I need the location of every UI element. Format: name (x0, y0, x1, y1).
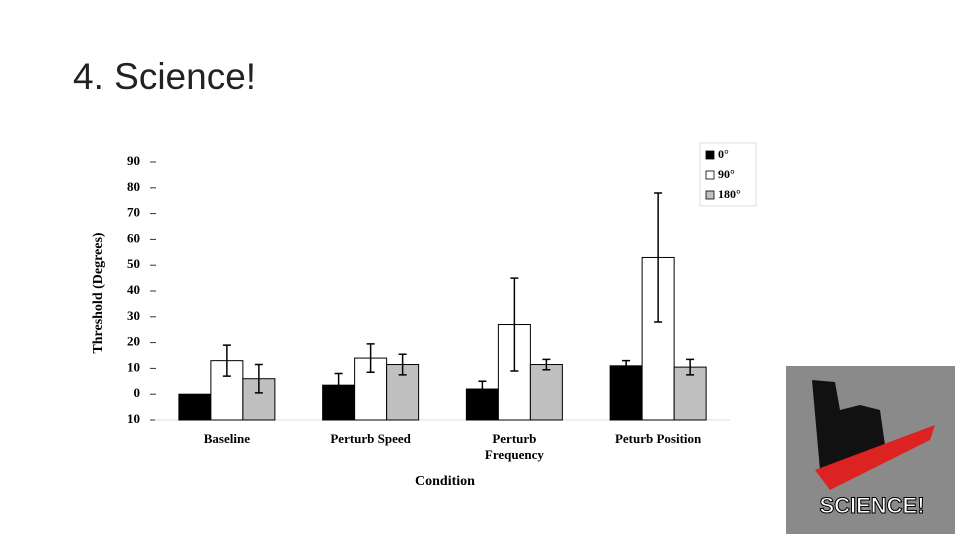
y-tick-label: 30 (127, 308, 140, 323)
logo-guitar (815, 425, 935, 490)
bar (609, 365, 643, 421)
error-bar (366, 343, 375, 374)
y-tick-label: 60 (127, 230, 140, 245)
error-bar (478, 380, 487, 398)
error-bar (542, 358, 551, 371)
slide-title: 4. Science! (73, 56, 257, 97)
bar (529, 364, 563, 421)
bar (210, 360, 244, 421)
bar (178, 393, 212, 421)
legend-label: 180° (718, 187, 741, 201)
y-tick-label: 10 (127, 411, 140, 426)
error-bar (654, 192, 663, 323)
x-tick-label: Peturb Position (615, 431, 702, 446)
y-tick-label: 80 (127, 179, 140, 194)
bar (673, 366, 707, 421)
error-bar (510, 277, 519, 372)
x-tick-label: Perturb Speed (330, 431, 411, 446)
logo-text: SCIENCE! (819, 493, 924, 518)
y-tick-label: 20 (127, 334, 140, 349)
legend-label: 90° (718, 167, 735, 181)
y-tick-label: 40 (127, 282, 140, 297)
y-tick-label: 10 (127, 359, 140, 374)
legend-label: 0° (718, 147, 729, 161)
error-bar (686, 358, 695, 376)
bar (386, 364, 420, 421)
y-tick-label: 0 (134, 385, 141, 400)
x-axis-label: Condition (415, 474, 475, 489)
error-bar (622, 359, 631, 372)
error-bar (222, 344, 231, 377)
x-tick-label: Perturb Frequency (485, 431, 544, 462)
x-tick-label: Baseline (204, 431, 250, 446)
y-tick-label: 50 (127, 256, 140, 271)
logo-robot (812, 380, 885, 470)
y-axis-label: Threshold (Degrees) (91, 232, 106, 354)
error-bar (334, 372, 343, 398)
error-bar (398, 353, 407, 376)
error-bar (254, 363, 263, 394)
legend-swatch (705, 150, 715, 160)
legend-swatch (705, 170, 715, 180)
y-tick-label: 90 (127, 153, 140, 168)
y-tick-label: 70 (127, 205, 140, 220)
legend-swatch (705, 190, 715, 200)
